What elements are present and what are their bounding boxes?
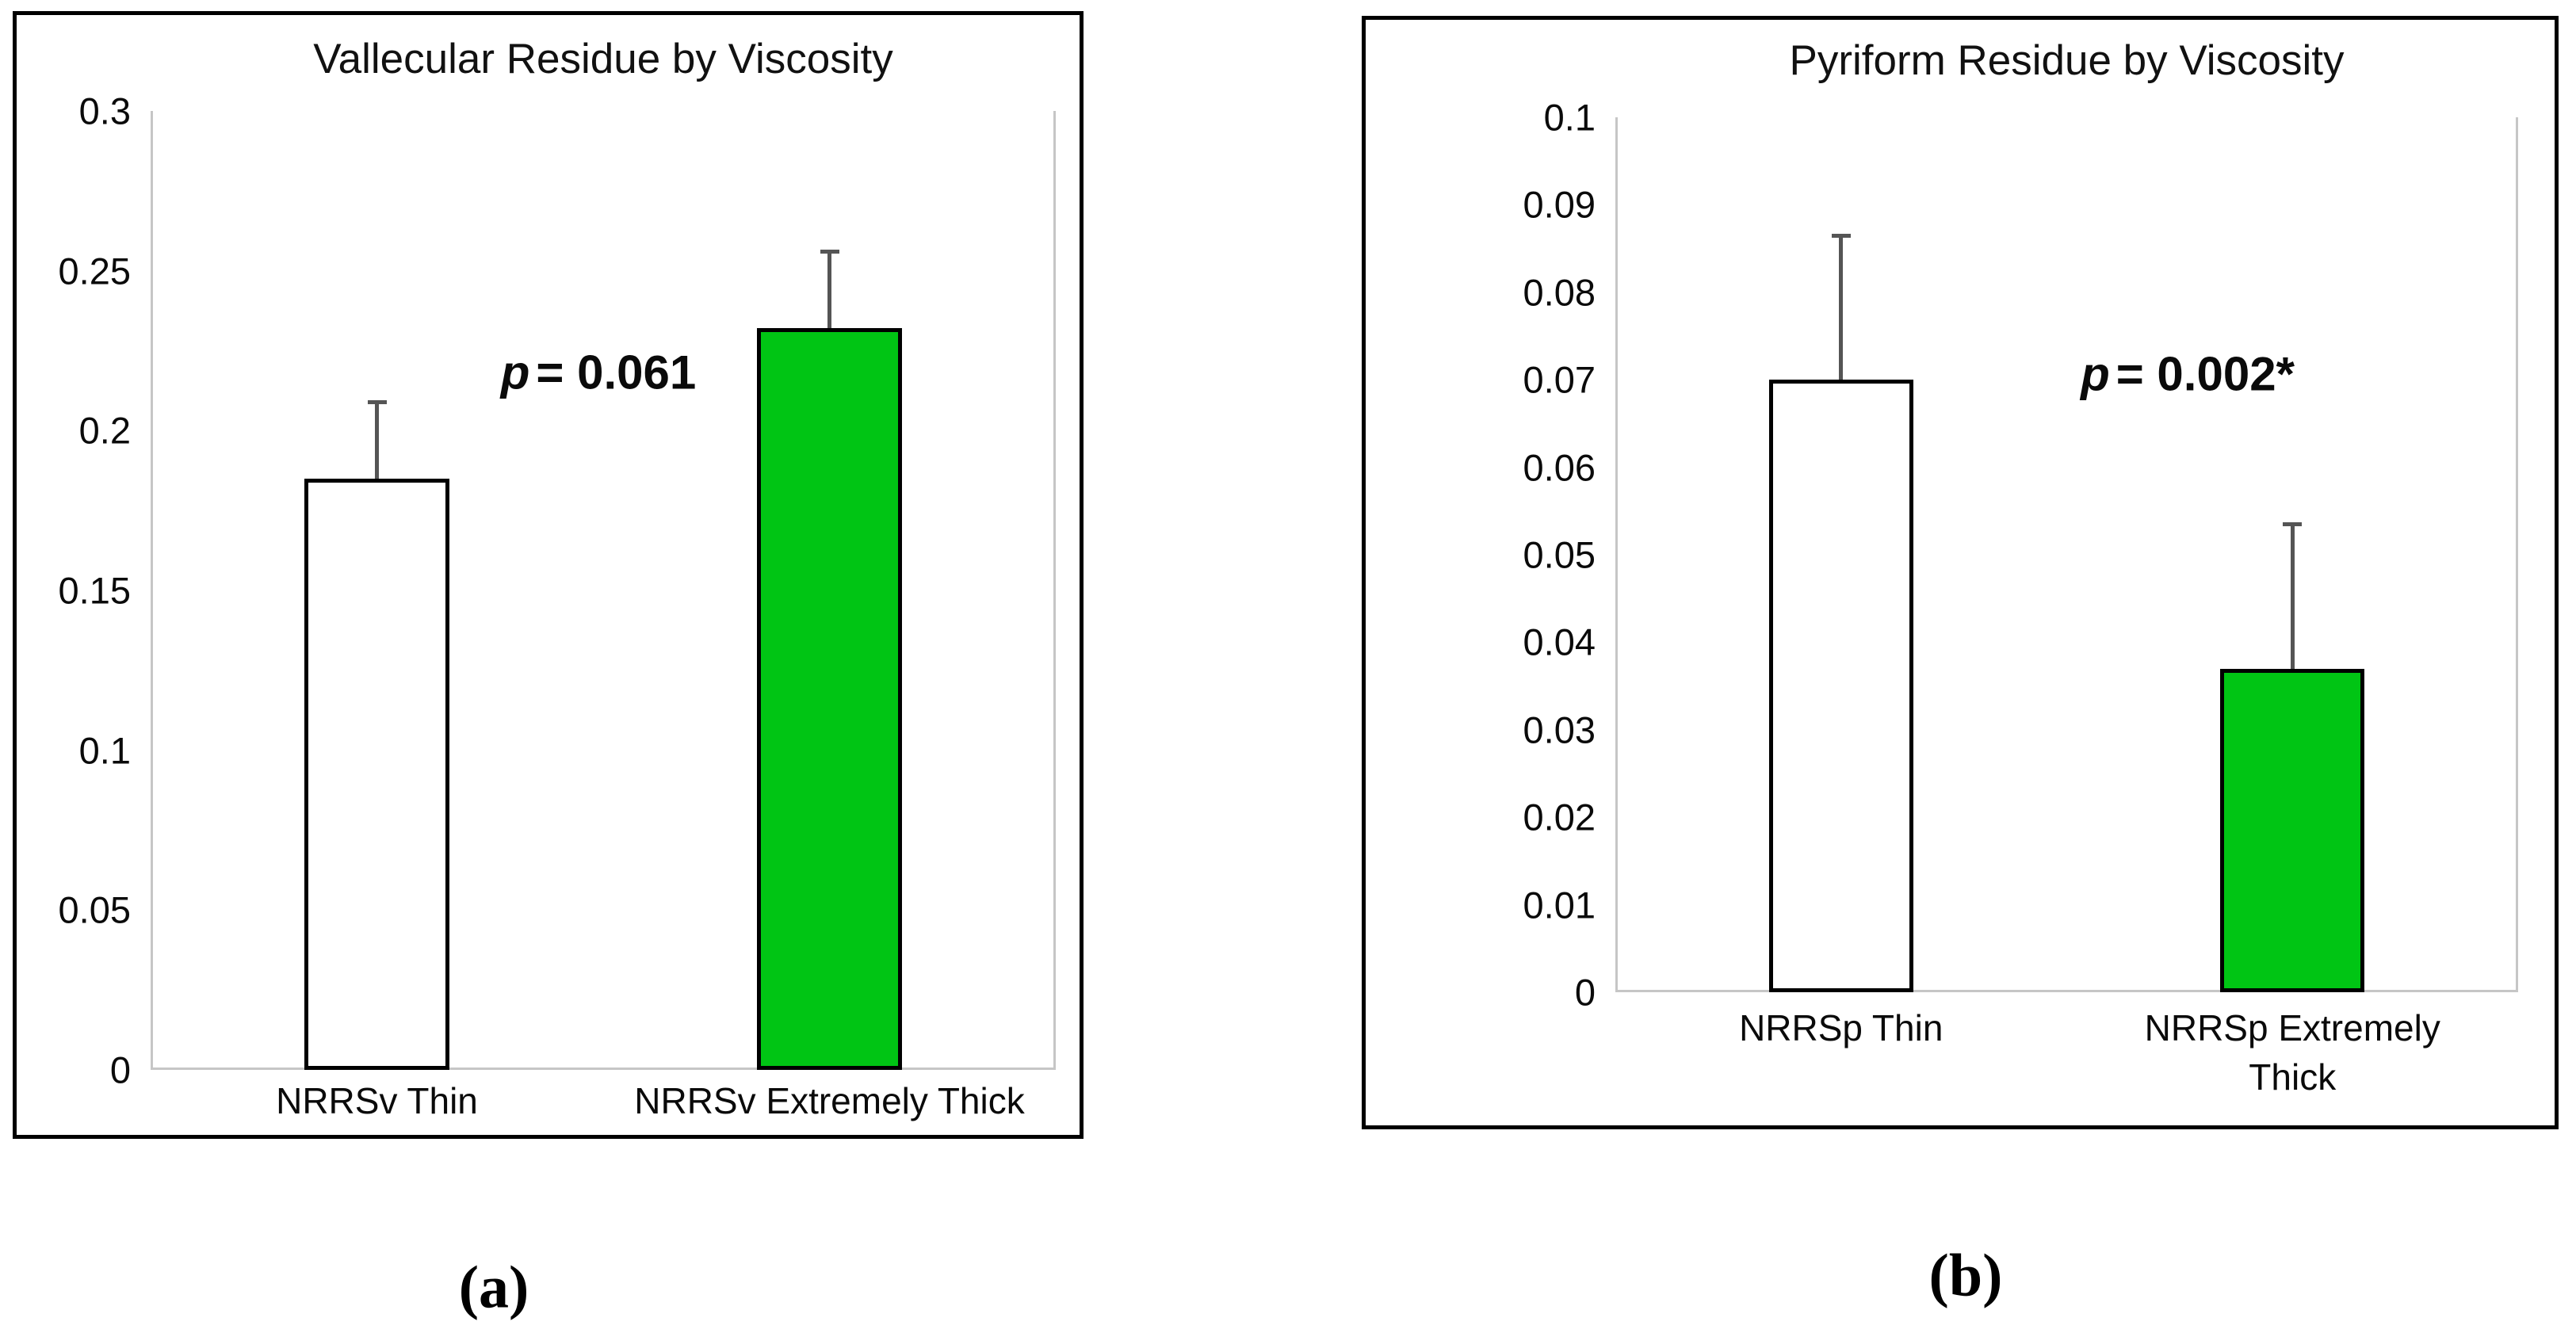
plot-area-pyriform	[1615, 117, 2518, 992]
p-value-annotation-pyriform: p = 0.002*	[2081, 347, 2295, 402]
y-axis-tick-label: 0.09	[1523, 183, 1596, 226]
error-bar-cap-nrrsp-extremely-thick	[2283, 522, 2303, 527]
caption-a: (a)	[458, 1254, 529, 1321]
error-bar-cap-nrrsp-thin	[1831, 234, 1851, 239]
y-axis-tick-label: 0.02	[1523, 796, 1596, 838]
y-axis-tick-label: 0.15	[58, 569, 131, 612]
y-axis-tick-label: 0.1	[1543, 96, 1596, 139]
x-axis-category-label-nrrsp-extremely-thick: NRRSp Extremely Thick	[2144, 1007, 2440, 1098]
bar-nrrsp-thin	[1768, 380, 1913, 992]
panel-vallecular-chart: Vallecular Residue by Viscosity p = 0.061…	[13, 11, 1084, 1139]
y-axis-tick-label: 0.3	[78, 90, 131, 132]
y-axis-tick-label: 0.06	[1523, 446, 1596, 489]
chart-title-vallecular: Vallecular Residue by Viscosity	[313, 36, 893, 82]
p-symbol: p	[2081, 347, 2110, 401]
plot-area-vallecular	[151, 111, 1056, 1070]
x-axis-category-label-nrrsp-thin: NRRSp Thin	[1739, 1007, 1943, 1048]
y-axis-tick-label: 0.03	[1523, 709, 1596, 751]
y-axis-tick-label: 0.01	[1523, 884, 1596, 926]
bar-nrrsp-extremely-thick	[2220, 668, 2365, 992]
p-value-text: = 0.061	[536, 346, 697, 399]
error-bar-nrrsv-extremely-thick	[827, 251, 831, 331]
error-bar-cap-nrrsv-thin	[367, 400, 387, 405]
p-value-text: = 0.002*	[2115, 347, 2295, 401]
y-axis-tick-label: 0.05	[1523, 533, 1596, 576]
y-axis-tick-label: 0.04	[1523, 621, 1596, 663]
error-bar-nrrsp-thin	[1839, 235, 1844, 383]
error-bar-nrrsp-extremely-thick	[2290, 524, 2295, 671]
chart-title-pyriform: Pyriform Residue by Viscosity	[1789, 37, 2345, 84]
y-axis-tick-label: 0.2	[78, 409, 131, 452]
y-axis-tick-label: 0.25	[58, 250, 131, 292]
panel-pyriform-chart: Pyriform Residue by Viscosity p = 0.002* …	[1362, 16, 2559, 1129]
caption-b: (b)	[1928, 1242, 2003, 1309]
y-axis-tick-label: 0.05	[58, 888, 131, 931]
bar-nrrsv-thin	[304, 478, 449, 1070]
error-bar-nrrsv-thin	[375, 402, 379, 481]
p-symbol: p	[500, 346, 530, 399]
y-axis-tick-label: 0.1	[78, 729, 131, 772]
y-axis-tick-label: 0.08	[1523, 271, 1596, 314]
y-axis-tick-label: 0.07	[1523, 358, 1596, 401]
y-axis-tick-label: 0	[1574, 971, 1596, 1014]
error-bar-cap-nrrsv-extremely-thick	[820, 250, 839, 254]
p-value-annotation-vallecular: p = 0.061	[501, 346, 697, 400]
x-axis-category-label-nrrsv-thin: NRRSv Thin	[276, 1080, 478, 1121]
x-axis-category-label-nrrsv-extremely-thick: NRRSv Extremely Thick	[634, 1080, 1025, 1121]
bar-nrrsv-extremely-thick	[757, 328, 902, 1070]
y-axis-tick-label: 0	[109, 1048, 131, 1091]
